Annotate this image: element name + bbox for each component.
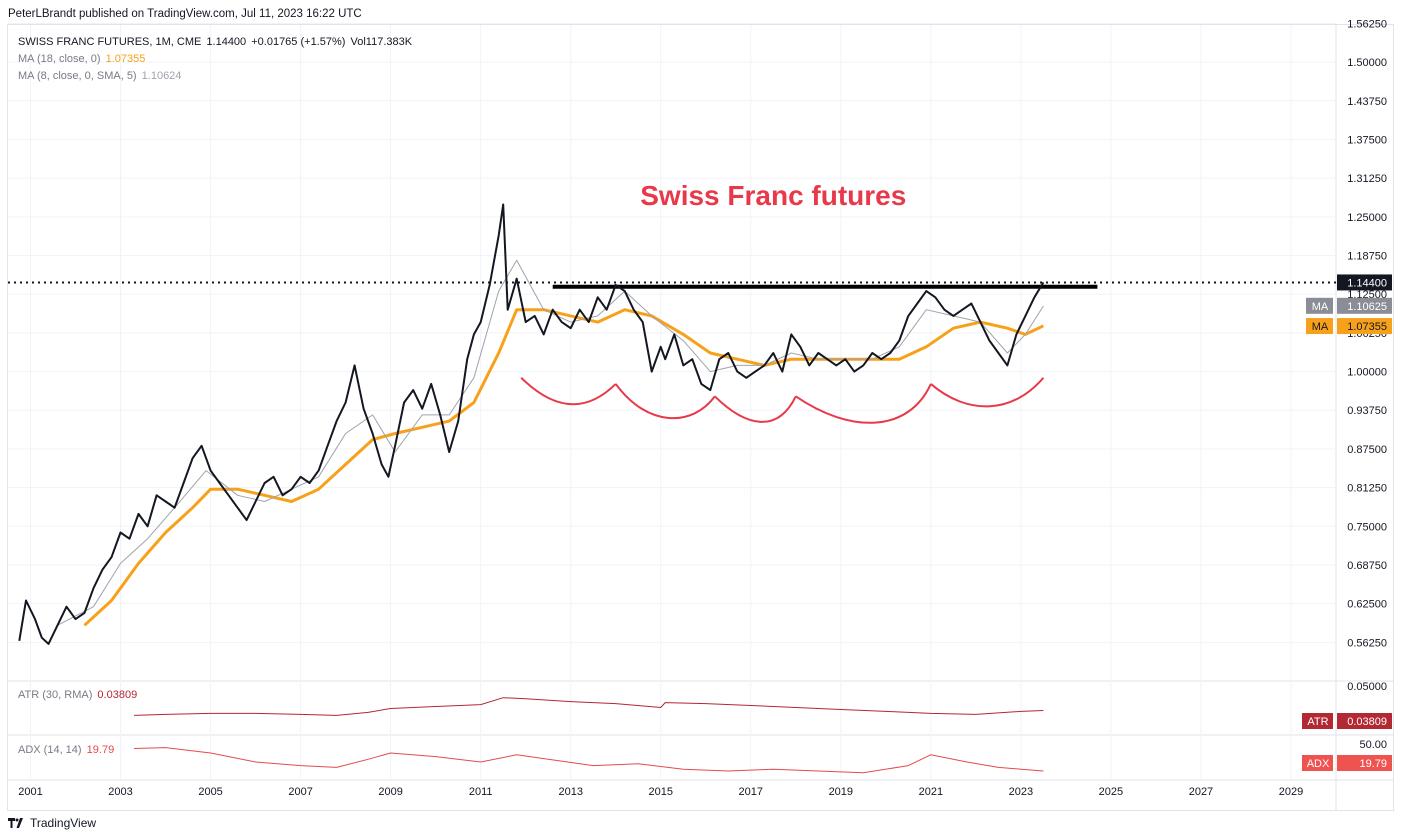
adx-line	[133, 747, 1044, 774]
symbol-name[interactable]: SWISS FRANC FUTURES, 1M, CME	[18, 36, 202, 48]
tag-value: 1.10625	[1347, 301, 1387, 313]
tag-label: MA	[1312, 301, 1329, 313]
ma8-value: 1.10624	[141, 70, 182, 82]
price-tick-label: 0.93750	[1347, 405, 1387, 417]
time-tick-label: 2011	[469, 786, 493, 798]
tag-value: 1.07355	[1347, 321, 1387, 333]
price-line	[18, 203, 1045, 645]
price-tick-label: 0.62500	[1347, 599, 1387, 611]
price-tick-label: 0.81250	[1347, 483, 1387, 495]
price-change: +0.01765 (+1.57%)	[251, 36, 346, 48]
legend-ma18[interactable]: MA (18, close, 0) 1.07355	[18, 53, 147, 65]
tag-value-box	[1337, 318, 1392, 335]
adx-tick-label: 50.00	[1359, 739, 1387, 751]
price-tick-label: 1.18750	[1347, 251, 1387, 263]
time-tick-label: 2001	[18, 786, 42, 798]
time-tick-label: 2003	[108, 786, 132, 798]
grid	[7, 22, 1394, 810]
time-tick-label: 2009	[378, 786, 402, 798]
legend-atr[interactable]: ATR (30, RMA) 0.03809	[18, 689, 139, 701]
annotations: Swiss Franc futures	[520, 180, 1045, 424]
price-tick-label: 1.00000	[1347, 367, 1387, 379]
annotation-arc	[795, 383, 932, 424]
chart-frame	[7, 24, 1394, 811]
tag-label-box	[1306, 297, 1333, 314]
series-lines	[8, 203, 1336, 774]
tag-value-box	[1337, 297, 1392, 314]
adx-label: ADX (14, 14)	[18, 744, 82, 756]
time-tick-label: 2015	[649, 786, 673, 798]
tradingview-logo-icon	[8, 818, 23, 828]
annotation-arc	[614, 383, 716, 419]
time-tick-label: 2027	[1189, 786, 1213, 798]
tag-label-box	[1306, 318, 1333, 335]
axes: 1.56250 1.50000 1.43750 1.37500 1.31250 1.250…	[18, 18, 1387, 798]
annotation-arc	[520, 377, 617, 406]
publish-header: PeterLBrandt published on TradingView.co…	[8, 8, 362, 20]
annotation-arc	[930, 377, 1045, 408]
price-tick-label: 1.37500	[1347, 134, 1387, 146]
indicator-tag-label: ATR	[1307, 716, 1328, 728]
tag-value: 1.14400	[1347, 277, 1387, 289]
ma8-label: MA (8, close, 0, SMA, 5)	[18, 70, 137, 82]
tag-value-box	[1337, 274, 1392, 291]
price-tags: 1.14400 MA 1.10625 MA 1.07355 ATR 0.03809 ADX 19…	[1302, 274, 1392, 771]
time-tick-label: 2019	[829, 786, 853, 798]
atr-tick-label: 0.05000	[1347, 681, 1387, 693]
legend-ma8[interactable]: MA (8, close, 0, SMA, 5) 1.10624	[18, 70, 183, 82]
ma18-value: 1.07355	[105, 53, 146, 65]
indicator-tag-label-box	[1302, 755, 1333, 771]
ma18-line	[83, 308, 1045, 627]
indicator-tag-value-box	[1337, 713, 1392, 729]
price-tick-label: 1.56250	[1347, 18, 1387, 30]
indicator-tag-label-box	[1302, 713, 1333, 729]
last-price: 1.14400	[206, 36, 247, 48]
volume: Vol117.383K	[350, 36, 413, 48]
time-tick-label: 2007	[288, 786, 312, 798]
ma18-label: MA (18, close, 0)	[18, 53, 101, 65]
atr-value: 0.03809	[97, 689, 138, 701]
legend-main: SWISS FRANC FUTURES, 1M, CME 1.14400 +0.…	[18, 36, 414, 48]
legend-adx[interactable]: ADX (14, 14) 19.79	[18, 744, 116, 756]
time-tick-label: 2029	[1279, 786, 1303, 798]
price-tick-label: 1.50000	[1347, 57, 1387, 69]
brand-name[interactable]: TradingView	[30, 816, 97, 830]
indicator-tag-label: ADX	[1307, 758, 1330, 770]
footer: TradingView	[8, 816, 96, 830]
tag-label: MA	[1312, 321, 1329, 333]
time-tick-label: 2023	[1009, 786, 1033, 798]
time-tick-label: 2017	[739, 786, 763, 798]
adx-value: 19.79	[86, 744, 115, 756]
time-tick-label: 2005	[198, 786, 222, 798]
time-tick-label: 2021	[919, 786, 943, 798]
indicator-tag-value-box	[1337, 755, 1392, 771]
time-tick-label: 2025	[1099, 786, 1123, 798]
price-tick-label: 0.68750	[1347, 560, 1387, 572]
price-tick-label: 1.25000	[1347, 212, 1387, 224]
annotation-title: Swiss Franc futures	[640, 180, 906, 211]
price-tick-label: 0.75000	[1347, 521, 1387, 533]
atr-line	[133, 697, 1044, 716]
atr-label: ATR (30, RMA)	[18, 689, 93, 701]
price-tick-label: 1.43750	[1347, 96, 1387, 108]
annotation-arc	[714, 395, 797, 423]
price-tick-label: 0.56250	[1347, 637, 1387, 649]
time-tick-label: 2013	[558, 786, 582, 798]
price-tick-label: 0.87500	[1347, 444, 1387, 456]
indicator-tag-value: 0.03809	[1347, 716, 1387, 728]
price-tick-label: 1.31250	[1347, 173, 1387, 185]
indicator-tag-value: 19.79	[1359, 758, 1387, 770]
